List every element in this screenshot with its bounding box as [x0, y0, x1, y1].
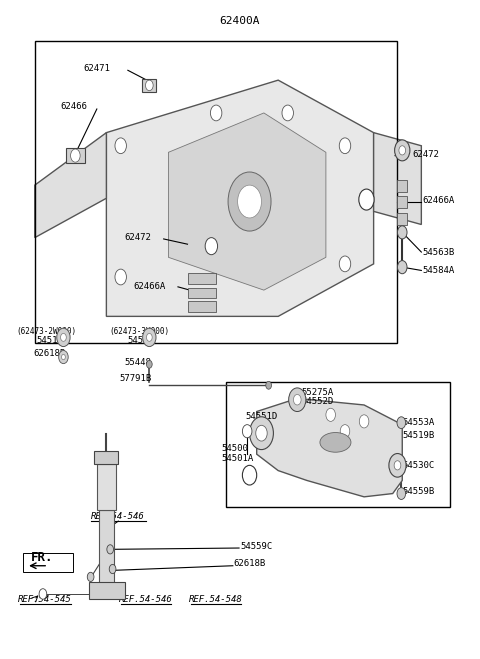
Circle shape [57, 328, 70, 347]
Circle shape [326, 408, 336, 421]
Circle shape [399, 146, 406, 155]
Circle shape [238, 185, 262, 218]
Bar [188, 287, 216, 298]
Text: 55275A: 55275A [301, 388, 333, 397]
Bar [188, 301, 216, 312]
Text: 54530C: 54530C [402, 461, 434, 470]
Circle shape [389, 453, 406, 477]
Text: 54500: 54500 [222, 444, 249, 453]
Text: 54584A: 54584A [423, 266, 455, 275]
Bar [35, 41, 397, 343]
Circle shape [242, 424, 252, 438]
Bar [142, 79, 156, 92]
Text: 62466: 62466 [60, 102, 87, 111]
Bar [397, 213, 407, 225]
Circle shape [60, 333, 66, 341]
Text: REF.54-545: REF.54-545 [17, 595, 71, 604]
Circle shape [360, 415, 369, 428]
Circle shape [359, 189, 374, 210]
Text: 54519B: 54519B [402, 431, 434, 440]
Bar [23, 553, 73, 572]
Circle shape [242, 465, 257, 485]
Circle shape [146, 333, 152, 341]
Text: A: A [246, 470, 253, 480]
Circle shape [282, 105, 293, 121]
Text: 54553A: 54553A [402, 418, 434, 427]
Bar [99, 510, 114, 588]
Circle shape [115, 269, 126, 285]
Circle shape [143, 328, 156, 347]
Circle shape [146, 360, 152, 368]
Text: FR.: FR. [31, 551, 53, 563]
Circle shape [397, 260, 407, 273]
Circle shape [293, 395, 301, 405]
Text: 55448: 55448 [124, 358, 151, 367]
Text: A: A [363, 195, 370, 204]
Circle shape [61, 355, 65, 360]
Circle shape [228, 172, 271, 231]
Circle shape [71, 149, 80, 162]
Bar [397, 196, 407, 208]
Text: 62472: 62472 [124, 233, 151, 242]
Text: REF.54-548: REF.54-548 [189, 595, 243, 604]
Bar [188, 273, 216, 283]
Ellipse shape [320, 432, 351, 452]
Circle shape [339, 256, 351, 272]
Text: 62618B: 62618B [234, 559, 266, 568]
Circle shape [145, 80, 153, 91]
Bar [397, 180, 407, 192]
Circle shape [256, 425, 267, 441]
Text: (62473-2W000): (62473-2W000) [17, 327, 77, 336]
Text: 62466A: 62466A [133, 282, 166, 291]
Text: 62618B: 62618B [33, 349, 65, 358]
Text: 54563B: 54563B [423, 248, 455, 256]
Text: 54501A: 54501A [222, 454, 254, 463]
Circle shape [87, 572, 94, 581]
Text: 54552D: 54552D [301, 397, 333, 406]
Circle shape [339, 138, 351, 154]
Circle shape [394, 461, 401, 470]
Circle shape [109, 564, 116, 573]
Circle shape [340, 424, 350, 438]
Circle shape [39, 588, 47, 599]
Text: 57791B: 57791B [120, 374, 152, 384]
Polygon shape [373, 132, 421, 225]
Circle shape [266, 382, 272, 389]
Circle shape [397, 226, 407, 239]
Text: 54559B: 54559B [402, 487, 434, 496]
Circle shape [59, 351, 68, 364]
Circle shape [397, 416, 406, 428]
Bar [89, 582, 124, 598]
Circle shape [107, 545, 114, 554]
Text: 62471: 62471 [84, 65, 110, 74]
Circle shape [288, 388, 306, 411]
Text: 54514: 54514 [128, 336, 155, 345]
Text: 62472: 62472 [413, 150, 440, 159]
Bar [226, 382, 450, 507]
Text: 54551D: 54551D [245, 412, 277, 420]
Bar [97, 464, 116, 510]
Circle shape [397, 488, 406, 500]
Polygon shape [107, 80, 373, 316]
Circle shape [395, 140, 410, 161]
Text: REF.54-546: REF.54-546 [91, 512, 145, 521]
Polygon shape [257, 399, 402, 497]
Bar [95, 451, 118, 464]
Text: REF.54-546: REF.54-546 [119, 595, 173, 604]
Text: 62466A: 62466A [423, 196, 455, 205]
Polygon shape [168, 113, 326, 290]
Bar [66, 148, 85, 163]
Circle shape [250, 416, 274, 449]
Text: 54559C: 54559C [240, 542, 272, 550]
Circle shape [210, 105, 222, 121]
Circle shape [205, 238, 217, 254]
Circle shape [115, 138, 126, 154]
Text: 54514: 54514 [36, 336, 63, 345]
Text: (62473-3V000): (62473-3V000) [110, 327, 170, 336]
Text: 62400A: 62400A [220, 16, 260, 26]
Polygon shape [35, 132, 107, 238]
